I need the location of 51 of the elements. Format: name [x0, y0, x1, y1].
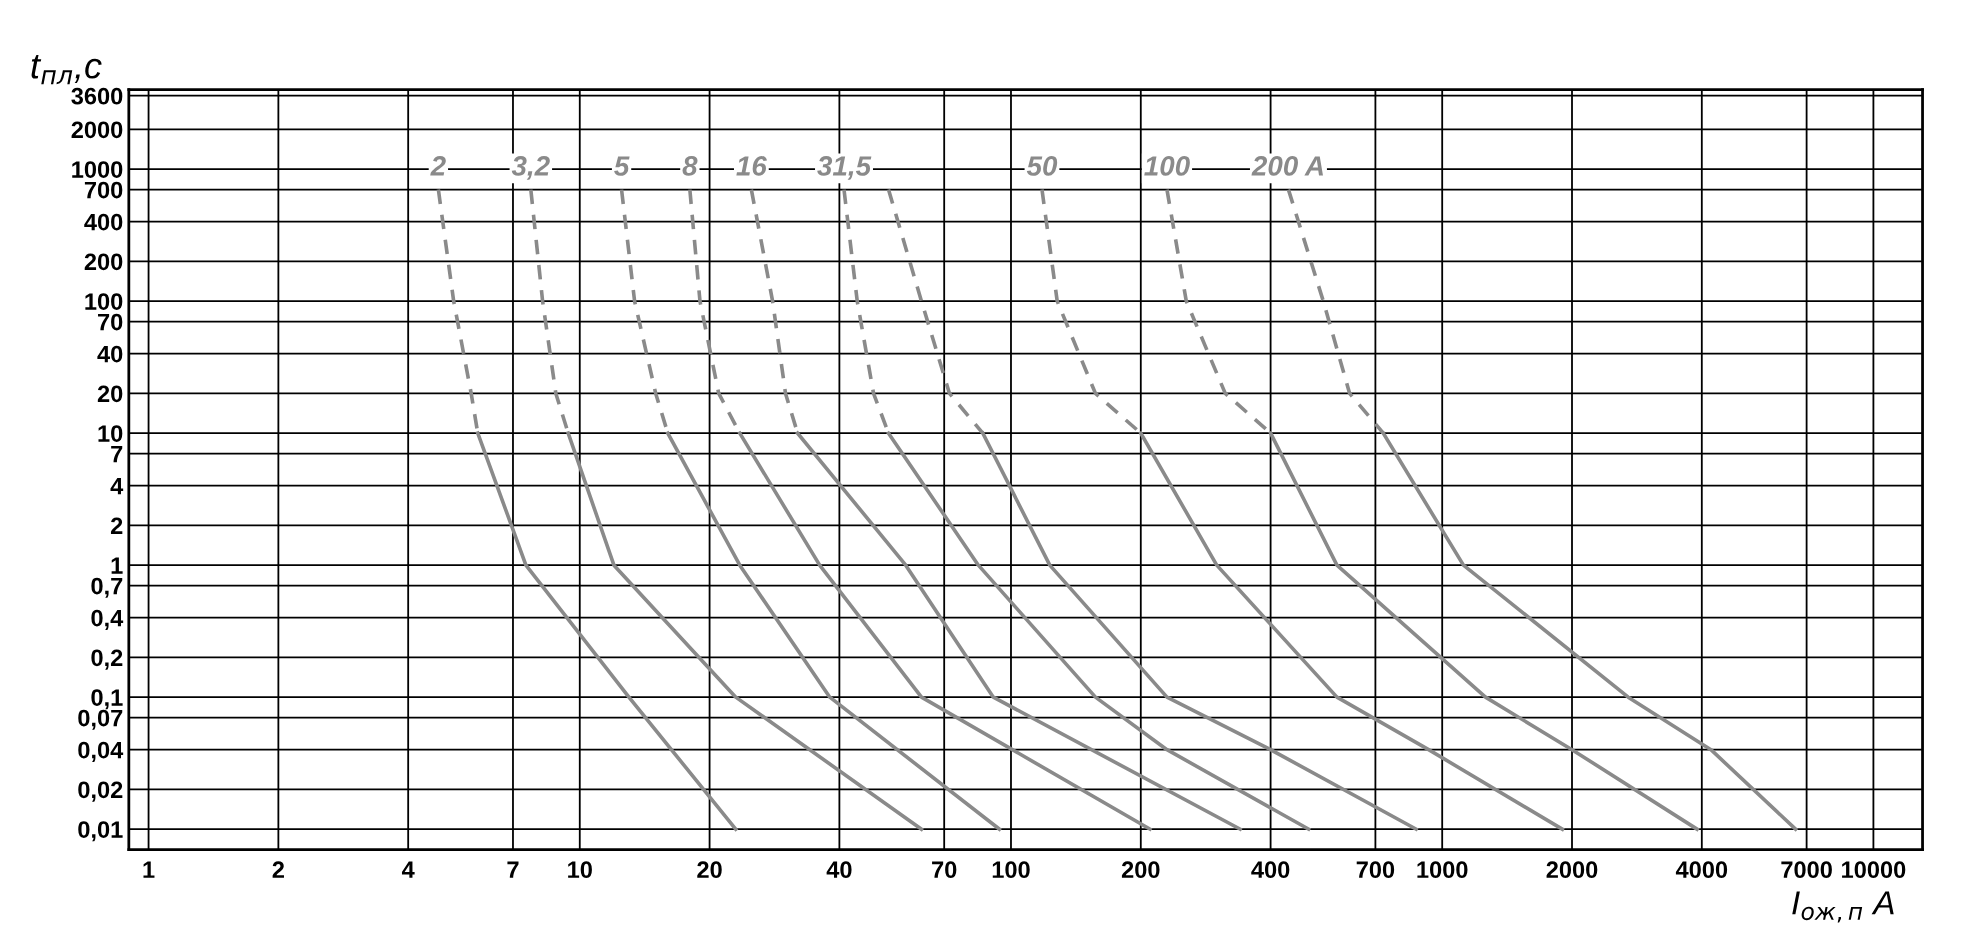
x-tick-label: 10	[568, 861, 592, 879]
x-tick-label: 1000	[1417, 861, 1468, 879]
y-tick-label: 100	[85, 293, 123, 310]
series-label: 100	[1144, 156, 1190, 176]
y-tick-label: 70	[98, 313, 123, 331]
series-label: 31,5	[817, 156, 872, 180]
series-label: 2	[430, 156, 446, 176]
y-tick-label: 7	[111, 445, 123, 463]
y-tick-label: 0,7	[91, 577, 123, 598]
x-tick-label: 7000	[1781, 861, 1832, 879]
y-axis-title: t$_{пл}$,c	[31, 54, 102, 85]
y-tick-label: 20	[97, 385, 123, 403]
series-label: 50	[1026, 156, 1058, 176]
x-tick-label: 7	[507, 861, 519, 878]
y-tick-label: 10	[98, 425, 123, 442]
x-tick-label: 2	[272, 861, 284, 878]
y-tick-label: 1	[111, 557, 123, 574]
series-label: 8	[682, 156, 698, 176]
x-tick-label: 2000	[1546, 861, 1598, 879]
y-tick-label: 40	[97, 345, 123, 363]
y-tick-label: 0,01	[78, 821, 123, 842]
y-tick-label: 0,07	[78, 709, 123, 730]
y-tick-label: 4	[110, 477, 124, 495]
x-tick-label: 4000	[1675, 861, 1728, 879]
x-tick-label: 40	[826, 861, 852, 879]
y-tick-label: 1000	[72, 161, 123, 178]
y-tick-label: 700	[84, 181, 123, 199]
y-tick-label: 0,2	[91, 649, 123, 670]
y-tick-label: 400	[84, 213, 123, 231]
x-tick-label: 10000	[1842, 861, 1906, 879]
y-tick-label: 2	[110, 517, 123, 534]
x-tick-label: 200	[1121, 861, 1160, 879]
x-tick-label: 20	[697, 861, 722, 879]
series-label: 3,2	[511, 156, 550, 180]
series-label: 5	[614, 156, 630, 176]
y-tick-label: 0,04	[78, 741, 124, 762]
y-tick-label: 3600	[71, 87, 123, 105]
series-label: 16	[736, 156, 767, 176]
y-tick-label: 0,02	[78, 781, 123, 802]
y-tick-label: 0,1	[91, 689, 123, 710]
y-tick-label: 200	[84, 253, 123, 271]
x-tick-label: 4	[401, 861, 415, 878]
x-axis-title: I$_{ож,п}$ A	[1792, 891, 1894, 923]
x-tick-label: 100	[992, 861, 1030, 879]
series-label: 200 A	[1251, 156, 1323, 176]
x-tick-label: 700	[1356, 861, 1395, 879]
y-tick-label: 0,4	[91, 609, 124, 630]
x-tick-label: 400	[1251, 861, 1290, 879]
x-tick-label: 70	[932, 861, 957, 879]
x-tick-label: 1	[143, 861, 155, 878]
y-tick-label: 2000	[71, 121, 123, 139]
